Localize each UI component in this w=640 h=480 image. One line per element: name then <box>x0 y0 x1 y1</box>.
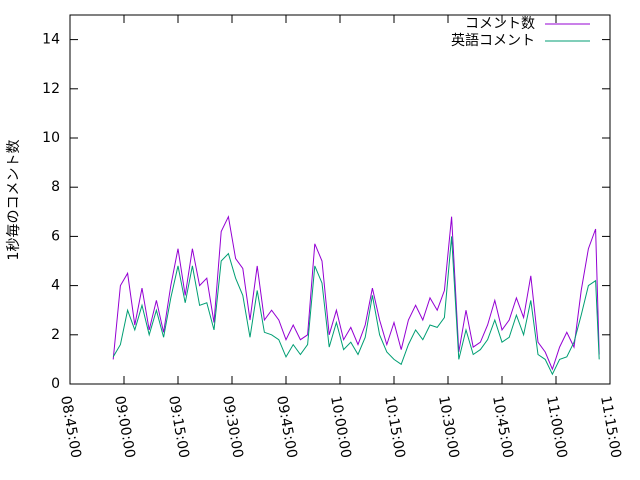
series-line <box>112 215 600 371</box>
x-tick-label: 10:30:00 <box>435 395 462 460</box>
y-tick-label: 8 <box>51 179 60 195</box>
y-axis-label: 1秒毎のコメント数 <box>6 140 22 261</box>
y-tick-label: 6 <box>51 228 60 244</box>
y-tick-label: 0 <box>51 376 60 392</box>
x-tick-label: 10:00:00 <box>327 395 354 460</box>
y-tick-label: 12 <box>42 81 60 97</box>
x-tick-label: 09:45:00 <box>273 395 300 460</box>
x-tick-label: 09:15:00 <box>165 395 192 460</box>
legend-label: 英語コメント <box>451 32 535 49</box>
x-tick-label: 11:15:00 <box>597 395 624 460</box>
y-tick-label: 10 <box>42 130 60 146</box>
x-tick-label: 10:15:00 <box>381 395 408 460</box>
x-tick-label: 10:45:00 <box>489 395 516 460</box>
y-tick-label: 4 <box>51 278 60 294</box>
y-tick-label: 14 <box>42 32 60 48</box>
x-tick-label: 08:45:00 <box>57 395 84 460</box>
series-line <box>112 236 600 376</box>
x-tick-label: 11:00:00 <box>543 395 570 460</box>
y-tick-label: 2 <box>51 327 60 343</box>
legend-label: コメント数 <box>465 16 535 32</box>
x-tick-label: 09:00:00 <box>111 395 138 460</box>
x-tick-label: 09:30:00 <box>219 395 246 460</box>
